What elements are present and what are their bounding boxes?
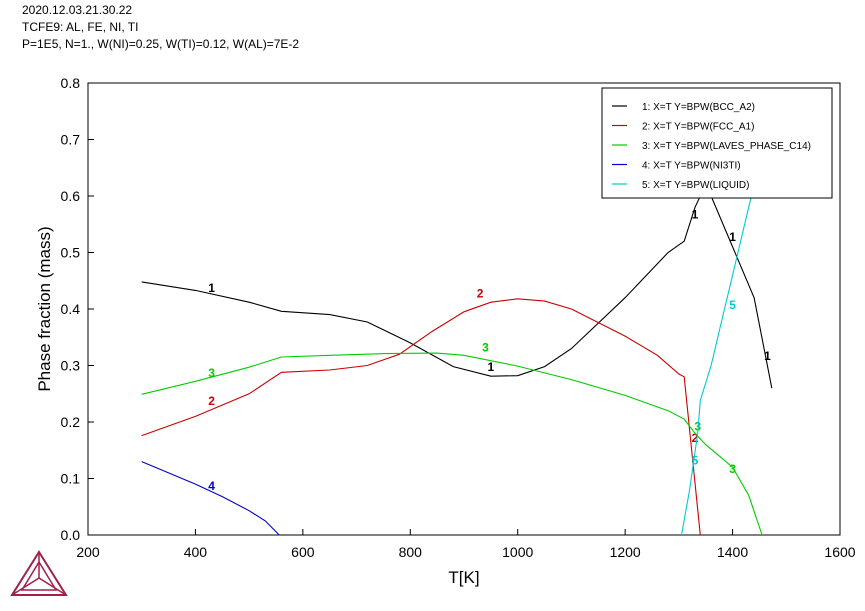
curve-label-3: 3 bbox=[729, 462, 736, 476]
series-line-5 bbox=[680, 173, 758, 536]
curve-label-3: 3 bbox=[482, 340, 489, 354]
header-conditions: P=1E5, N=1., W(NI)=0.25, W(TI)=0.12, W(A… bbox=[22, 37, 300, 51]
y-tick-label: 0.1 bbox=[61, 471, 81, 487]
curve-label-5: 5 bbox=[729, 298, 736, 312]
curve-label-4: 4 bbox=[208, 479, 215, 493]
legend-entry-5: 5: X=T Y=BPW(LIQUID) bbox=[642, 180, 749, 191]
header-timestamp: 2020.12.03.21.30.22 bbox=[22, 3, 133, 17]
curve-label-1: 1 bbox=[488, 360, 495, 374]
x-tick-label: 1600 bbox=[824, 544, 855, 560]
series-line-3 bbox=[141, 352, 763, 536]
curve-label-1: 1 bbox=[764, 349, 771, 363]
x-tick-label: 1400 bbox=[717, 544, 748, 560]
thermo-calc-logo-icon bbox=[8, 548, 70, 603]
curve-label-1: 1 bbox=[729, 230, 736, 244]
x-tick-label: 600 bbox=[291, 544, 315, 560]
y-tick-label: 0.3 bbox=[61, 358, 81, 374]
legend: 1: X=T Y=BPW(BCC_A2) 2: X=T Y=BPW(FCC_A1)… bbox=[601, 87, 833, 199]
curve-label-3: 3 bbox=[208, 366, 215, 380]
x-tick-label: 1200 bbox=[610, 544, 641, 560]
legend-entry-4: 4: X=T Y=BPW(NI3TI) bbox=[642, 161, 741, 172]
legend-box bbox=[601, 87, 833, 199]
axes: 200 400 600 800 1000 1200 1400 1600 0.0 0.1 0.2 0.3… bbox=[35, 75, 856, 587]
y-tick-label: 0.0 bbox=[61, 527, 81, 543]
y-tick-label: 0.8 bbox=[61, 75, 81, 91]
x-tick-label: 200 bbox=[76, 544, 100, 560]
header-database: TCFE9: AL, FE, NI, TI bbox=[22, 20, 139, 34]
x-axis-label: T[K] bbox=[448, 568, 479, 587]
x-tick-label: 1000 bbox=[502, 544, 533, 560]
x-tick-label: 400 bbox=[184, 544, 208, 560]
x-tick-label: 800 bbox=[399, 544, 423, 560]
series-line-1 bbox=[141, 189, 773, 389]
curve-label-2: 2 bbox=[208, 394, 215, 408]
series-line-4 bbox=[141, 461, 280, 536]
curve-label-1: 1 bbox=[692, 208, 699, 222]
y-tick-label: 0.4 bbox=[61, 301, 81, 317]
curve-label-1: 1 bbox=[208, 281, 215, 295]
curve-label-2: 2 bbox=[692, 431, 699, 445]
header: 2020.12.03.21.30.22 TCFE9: AL, FE, NI, T… bbox=[22, 2, 299, 53]
series-line-2 bbox=[141, 298, 701, 536]
legend-entry-2: 2: X=T Y=BPW(FCC_A1) bbox=[642, 122, 754, 133]
y-tick-label: 0.2 bbox=[61, 414, 81, 430]
curve-label-5: 5 bbox=[692, 453, 699, 467]
y-tick-label: 0.5 bbox=[61, 245, 81, 261]
y-tick-label: 0.7 bbox=[61, 132, 81, 148]
curve-label-2: 2 bbox=[477, 287, 484, 301]
legend-entry-1: 1: X=T Y=BPW(BCC_A2) bbox=[642, 102, 755, 113]
y-tick-label: 0.6 bbox=[61, 188, 81, 204]
y-axis-label: Phase fraction (mass) bbox=[35, 226, 54, 391]
legend-entry-3: 3: X=T Y=BPW(LAVES_PHASE_C14) bbox=[642, 141, 811, 152]
